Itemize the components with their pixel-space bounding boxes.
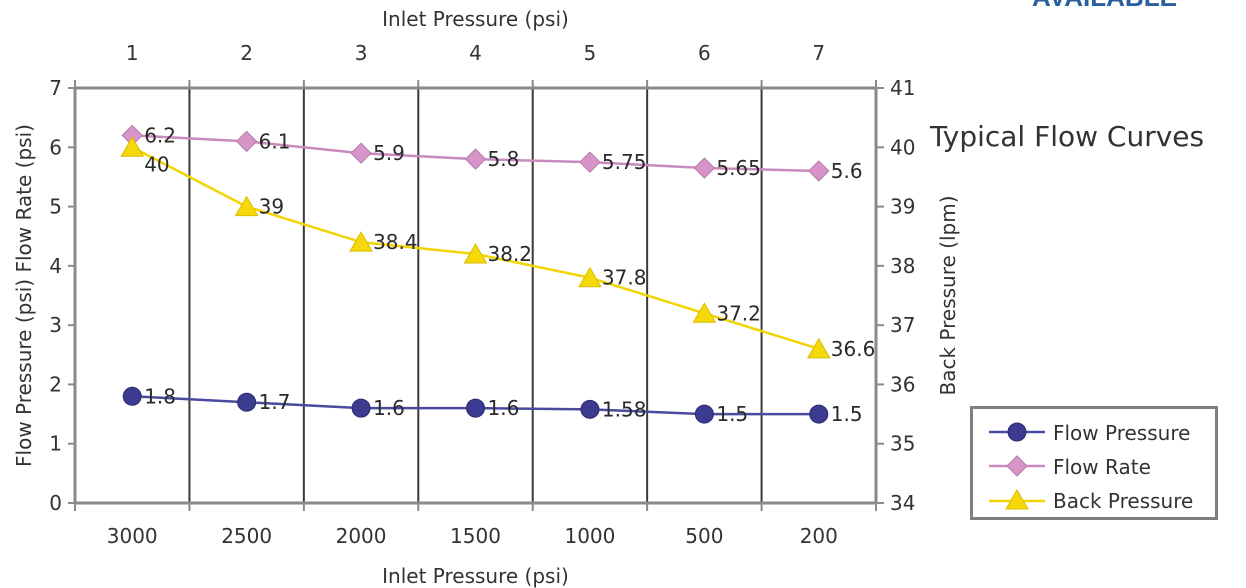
data-label: 1.8	[144, 384, 176, 408]
legend-label: Flow Pressure	[1053, 421, 1191, 445]
top-tick-label: 6	[698, 41, 711, 65]
data-label: 40	[144, 152, 169, 176]
right-tick-label: 40	[890, 135, 915, 159]
data-point-diamond	[235, 130, 258, 153]
data-point-circle	[466, 398, 485, 418]
data-label: 1.5	[716, 402, 748, 426]
left-tick-label: 6	[49, 135, 62, 159]
top-tick-label: 2	[240, 41, 253, 65]
data-label: 36.6	[831, 337, 876, 361]
data-label: 37.2	[716, 301, 761, 325]
right-tick-label: 37	[890, 313, 915, 337]
data-label: 6.1	[259, 129, 291, 153]
series-group	[120, 124, 831, 424]
left-tick-label: 2	[49, 372, 62, 396]
right-axis-title: Back Pressure (lpm)	[936, 195, 960, 395]
data-point-circle	[237, 392, 257, 412]
legend-label: Flow Rate	[1053, 455, 1151, 479]
data-labels-group: 1.8 1.7 1.6 1.6 1.58 1.5 1.5 6.2 6.1 5.9 5.8 5.75 5.…	[144, 123, 875, 426]
legend-item-back-pressure: Back Pressure	[985, 485, 1215, 515]
data-label: 39	[259, 195, 284, 219]
right-tick-label: 36	[890, 372, 915, 396]
data-point-diamond	[808, 160, 830, 182]
data-point-diamond	[350, 142, 372, 164]
data-label: 38.2	[488, 242, 533, 266]
right-tick-label: 41	[890, 76, 915, 100]
data-point-triangle	[234, 195, 259, 217]
data-label: 1.7	[259, 390, 291, 414]
data-label: 5.65	[716, 156, 761, 180]
top-tick-label: 4	[469, 41, 482, 65]
legend-item-flow-rate: Flow Rate	[985, 451, 1215, 481]
right-tick-label: 35	[890, 432, 915, 456]
data-label: 38.4	[373, 230, 418, 254]
corner-tag: AVAILABLE	[1032, 0, 1177, 13]
data-point-diamond	[579, 151, 601, 173]
data-point-circle	[694, 404, 714, 424]
data-point-circle	[580, 399, 600, 419]
data-label: 1.5	[831, 402, 863, 426]
data-point-triangle	[578, 266, 602, 288]
right-tick-label: 38	[890, 254, 915, 278]
bottom-tick-label: 1000	[564, 524, 615, 548]
data-point-triangle	[120, 136, 145, 157]
chart-title: Typical Flow Curves	[930, 120, 1205, 153]
left-axis-title: Flow Pressure (psi) Flow Rate (psi)	[12, 124, 36, 467]
data-label: 5.75	[602, 150, 647, 174]
data-point-triangle	[806, 337, 831, 359]
top-tick-label: 1	[126, 41, 139, 65]
circle-marker-icon	[989, 422, 1045, 442]
data-label: 1.58	[602, 397, 647, 421]
data-point-diamond	[693, 157, 716, 179]
data-label: 37.8	[602, 266, 647, 290]
legend-item-flow-pressure: Flow Pressure	[985, 417, 1215, 447]
data-label: 6.2	[144, 123, 176, 147]
top-tick-label: 3	[355, 41, 368, 65]
bottom-tick-label: 2500	[221, 524, 272, 548]
legend-label: Back Pressure	[1053, 489, 1194, 513]
bottom-tick-label: 2000	[336, 524, 387, 548]
chart-legend: Flow Pressure Flow Rate Back Pressure	[970, 406, 1218, 520]
x-axis-title: Inlet Pressure (psi)	[382, 564, 569, 588]
data-label: 5.8	[488, 147, 520, 171]
left-tick-label: 0	[49, 491, 62, 515]
data-label: 1.6	[488, 396, 520, 420]
bottom-tick-label: 1500	[450, 524, 501, 548]
left-tick-label: 4	[49, 254, 62, 278]
data-label: 5.9	[373, 141, 405, 165]
top-axis-title: Inlet Pressure (psi)	[382, 7, 569, 31]
diamond-marker-icon	[989, 455, 1045, 477]
left-tick-label: 3	[49, 313, 62, 337]
top-tick-label: 5	[584, 41, 597, 65]
right-tick-label: 34	[890, 491, 915, 515]
bottom-tick-label: 200	[800, 524, 838, 548]
data-label: 5.6	[831, 159, 863, 183]
left-tick-label: 5	[49, 195, 62, 219]
data-point-diamond	[464, 148, 487, 170]
left-tick-label: 7	[49, 76, 62, 100]
data-point-triangle	[349, 231, 373, 252]
left-tick-label: 1	[49, 432, 62, 456]
bottom-tick-label: 3000	[107, 524, 158, 548]
triangle-marker-icon	[989, 489, 1045, 510]
data-label: 1.6	[373, 396, 405, 420]
data-point-triangle	[692, 302, 717, 323]
bottom-tick-label: 500	[685, 524, 723, 548]
data-point-circle	[351, 398, 371, 418]
right-tick-label: 39	[890, 195, 915, 219]
data-point-circle	[809, 404, 829, 424]
top-tick-label: 7	[812, 41, 825, 65]
data-point-circle	[122, 386, 142, 406]
data-point-triangle	[463, 243, 488, 264]
